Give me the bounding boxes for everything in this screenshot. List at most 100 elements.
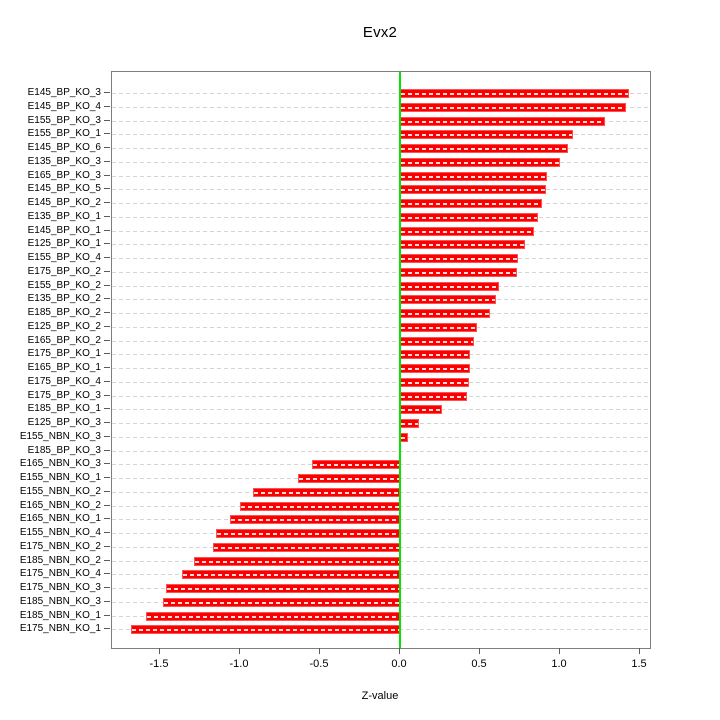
y-tick [104, 339, 110, 341]
bar-E165_BP_KO_2 [400, 336, 474, 346]
grid-line [112, 244, 650, 246]
y-axis-label: E175_NBN_KO_3 [19, 582, 101, 594]
bar-E155_BP_KO_4 [400, 254, 519, 264]
bar-stripe [253, 491, 399, 494]
y-tick [104, 449, 110, 451]
y-axis-label: E175_BP_KO_2 [27, 265, 101, 277]
bar-E145_BP_KO_2 [400, 199, 543, 209]
zero-reference-line [399, 72, 401, 648]
y-axis-label: E135_BP_KO_1 [27, 210, 101, 222]
bar-E125_BP_KO_1 [400, 240, 525, 250]
grid-line [112, 340, 650, 342]
x-tick-label: -0.5 [309, 658, 329, 670]
bar-stripe [401, 175, 547, 178]
bar-E125_BP_KO_3 [400, 419, 420, 429]
grid-line [112, 354, 650, 356]
y-axis-label: E135_BP_KO_2 [27, 293, 101, 305]
y-axis-label: E185_NBN_KO_3 [19, 595, 101, 607]
bar-E145_BP_KO_6 [400, 144, 568, 154]
grid-line [112, 134, 650, 136]
grid-line [112, 450, 650, 452]
bar-E145_BP_KO_3 [400, 89, 629, 99]
bar-stripe [194, 560, 399, 563]
y-tick [104, 284, 110, 286]
bar-stripe [213, 546, 399, 549]
y-axis-label: E175_BP_KO_1 [27, 348, 101, 360]
y-tick [104, 160, 110, 162]
y-tick [104, 215, 110, 217]
bar-E125_BP_KO_2 [400, 322, 477, 332]
y-axis-label: E175_BP_KO_4 [27, 375, 101, 387]
y-axis-label: E185_NBN_KO_1 [19, 609, 101, 621]
y-axis-label: E175_BP_KO_3 [27, 389, 101, 401]
y-tick [104, 490, 110, 492]
y-axis-label: E185_BP_KO_2 [27, 307, 101, 319]
bar-stripe [401, 216, 537, 219]
bar-E175_BP_KO_4 [400, 377, 469, 387]
y-axis-label: E155_BP_KO_4 [27, 252, 101, 264]
y-tick [104, 133, 110, 135]
y-tick [104, 477, 110, 479]
y-axis-label: E165_BP_KO_3 [27, 169, 101, 181]
y-axis-label: E185_BP_KO_1 [27, 403, 101, 415]
x-tick [478, 648, 480, 654]
bar-E135_BP_KO_2 [400, 295, 496, 305]
y-tick [104, 559, 110, 561]
bar-E175_BP_KO_3 [400, 391, 468, 401]
bar-stripe [401, 106, 625, 109]
bar-stripe [183, 574, 399, 577]
bar-E155_BP_KO_3 [400, 116, 605, 126]
bar-E175_NBN_KO_1 [131, 625, 400, 635]
x-axis-title: Z-value [361, 690, 399, 702]
bar-stripe [401, 381, 468, 384]
y-tick [104, 435, 110, 437]
x-tick-label: -1.5 [149, 658, 169, 670]
y-axis-label: E175_NBN_KO_4 [19, 568, 101, 580]
x-tick [638, 648, 640, 654]
bar-stripe [401, 423, 419, 426]
y-tick [104, 545, 110, 547]
bar-E145_BP_KO_1 [400, 226, 535, 236]
y-tick [104, 628, 110, 630]
bar-E165_BP_KO_3 [400, 171, 548, 181]
grid-line [112, 189, 650, 191]
bar-E175_NBN_KO_3 [166, 584, 400, 594]
bar-stripe [241, 505, 399, 508]
y-axis-labels: E145_BP_KO_3 E145_BP_KO_4 E155_BP_KO_3 E155… [0, 71, 101, 647]
bar-E185_NBN_KO_1 [145, 611, 400, 621]
bar-E165_NBN_KO_3 [312, 460, 400, 470]
x-tick-label: 1.5 [631, 658, 647, 670]
y-tick [104, 270, 110, 272]
y-tick [104, 298, 110, 300]
grid-line [112, 285, 650, 287]
grid-line [112, 271, 650, 273]
y-tick [104, 119, 110, 121]
bar-stripe [401, 340, 473, 343]
y-tick [104, 422, 110, 424]
bar-stripe [401, 189, 545, 192]
y-tick [104, 367, 110, 369]
y-axis-label: E165_BP_KO_2 [27, 334, 101, 346]
grid-line [112, 423, 650, 425]
bar-E185_NBN_KO_3 [163, 597, 400, 607]
y-tick [104, 380, 110, 382]
y-axis-label: E125_BP_KO_1 [27, 238, 101, 250]
bar-stripe [146, 615, 399, 618]
bar-E165_NBN_KO_1 [230, 515, 400, 525]
y-tick [104, 147, 110, 149]
grid-line [112, 175, 650, 177]
bar-E135_BP_KO_1 [400, 212, 538, 222]
bar-E145_BP_KO_4 [400, 102, 626, 112]
bar-stripe [167, 588, 399, 591]
y-tick [104, 532, 110, 534]
bar-E165_NBN_KO_2 [240, 501, 400, 511]
x-tick-label: -1.0 [229, 658, 249, 670]
chart-title: Evx2 [362, 24, 398, 41]
y-axis-label: E125_BP_KO_2 [27, 320, 101, 332]
y-tick [104, 325, 110, 327]
y-axis-label: E155_BP_KO_2 [27, 279, 101, 291]
x-tick [398, 648, 400, 654]
y-tick [104, 587, 110, 589]
bar-stripe [401, 271, 516, 274]
